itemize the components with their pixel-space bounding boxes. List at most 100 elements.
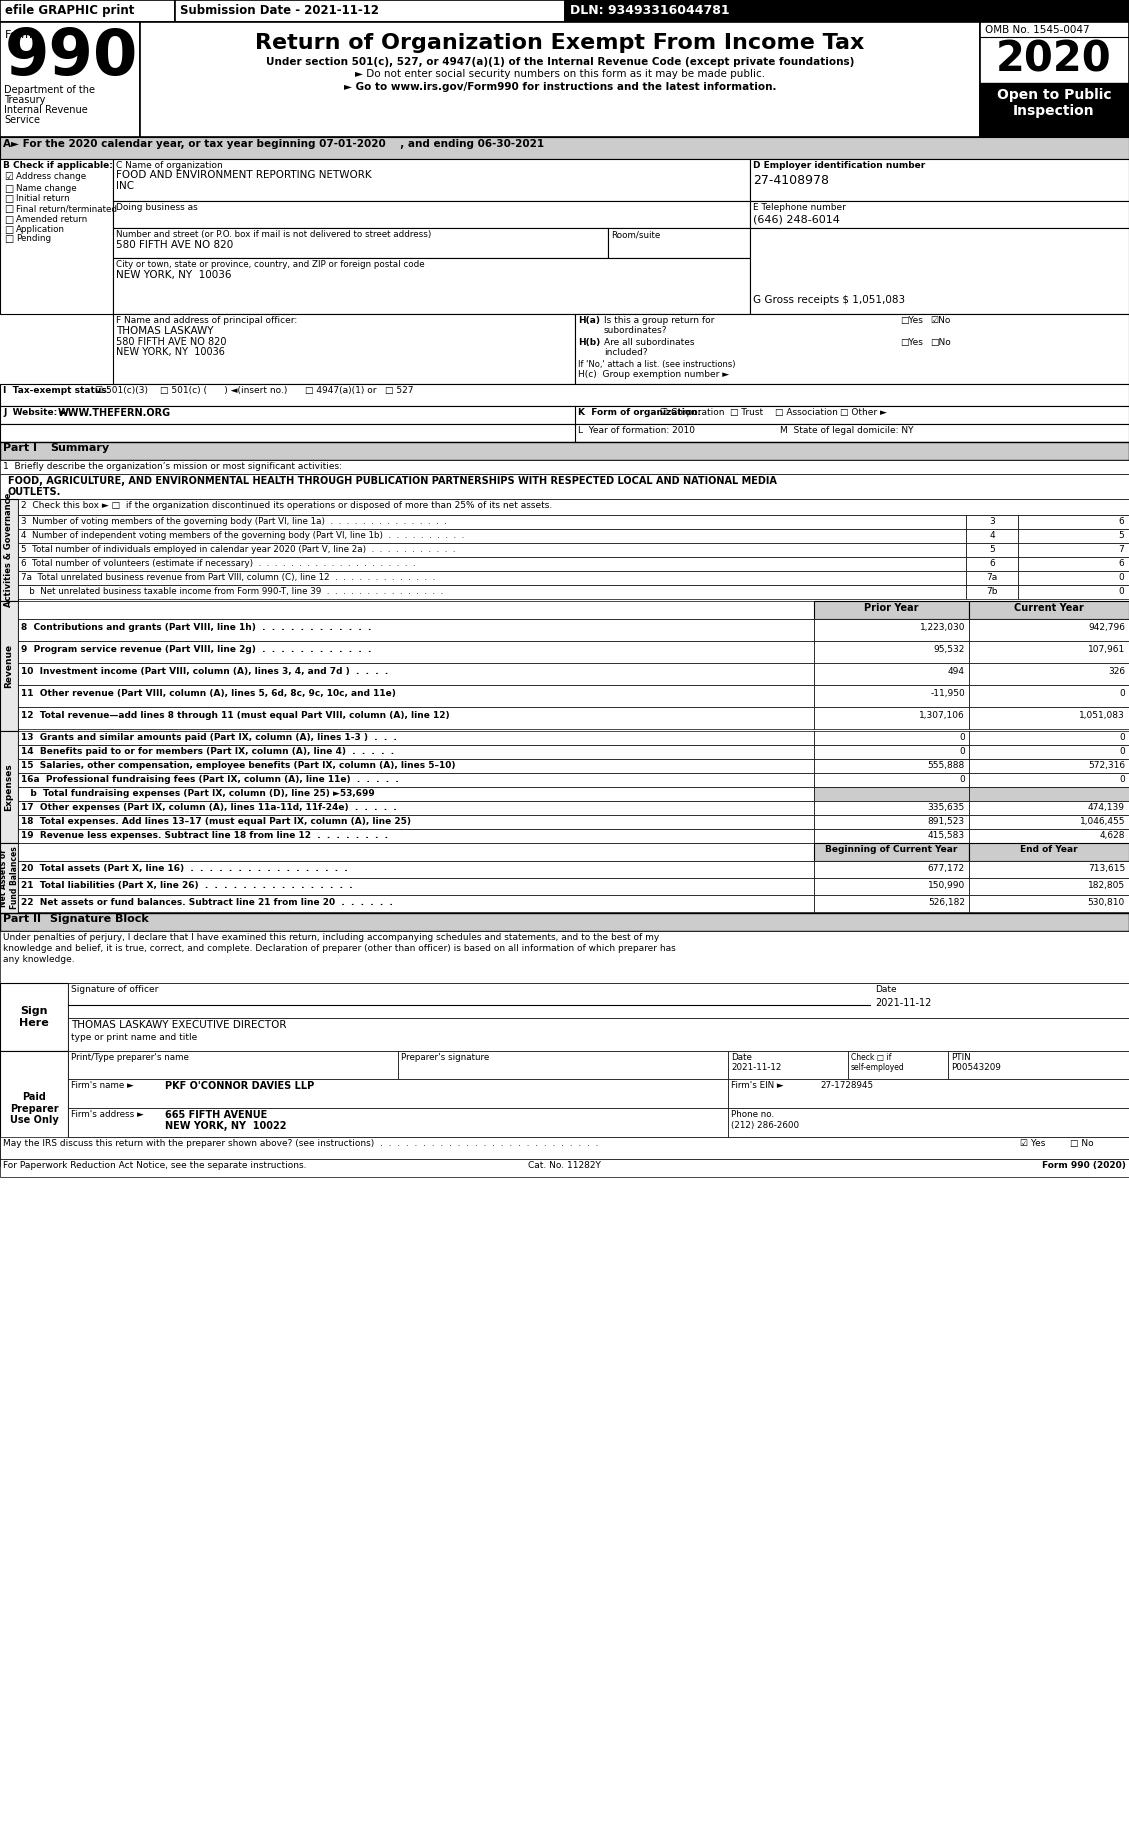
Text: 20  Total assets (Part X, line 16)  .  .  .  .  .  .  .  .  .  .  .  .  .  .  . : 20 Total assets (Part X, line 16) . . . … [21, 864, 348, 873]
Text: Address change: Address change [16, 172, 86, 181]
Bar [18, 601, 814, 619]
Text: 2020: 2020 [996, 38, 1112, 80]
Text: subordinates?: subordinates? [604, 325, 667, 334]
Text: 2  Check this box ► □  if the organization discontinued its operations or dispos: 2 Check this box ► □ if the organization… [21, 501, 552, 510]
Text: A► For the 2020 calendar year, or tax year beginning 07-01-2020    , and ending : A► For the 2020 calendar year, or tax ye… [3, 139, 544, 150]
Bar [1018, 530, 1129, 543]
Text: 335,635: 335,635 [928, 804, 965, 811]
Text: 5: 5 [989, 544, 995, 554]
Bar [969, 663, 1129, 685]
Text: 7a: 7a [987, 574, 998, 583]
Text: Under penalties of perjury, I declare that I have examined this return, includin: Under penalties of perjury, I declare th… [3, 934, 659, 943]
Text: WWW.THEFERN.ORG: WWW.THEFERN.ORG [58, 407, 172, 418]
Bar [18, 499, 1129, 515]
Bar [18, 641, 814, 663]
Bar [0, 460, 1129, 473]
Text: ☑ Corporation: ☑ Corporation [660, 407, 725, 417]
Bar [140, 22, 980, 137]
Bar [18, 800, 814, 815]
Bar [113, 159, 750, 201]
Text: OUTLETS.: OUTLETS. [8, 488, 61, 497]
Text: 0: 0 [960, 733, 965, 742]
Bar [18, 543, 966, 557]
Text: ☑No: ☑No [930, 316, 951, 325]
Bar [68, 1080, 728, 1107]
Text: 19  Revenue less expenses. Subtract line 18 from line 12  .  .  .  .  .  .  .  .: 19 Revenue less expenses. Subtract line … [21, 831, 388, 840]
Text: 1,051,083: 1,051,083 [1079, 711, 1124, 720]
Text: 14  Benefits paid to or for members (Part IX, column (A), line 4)  .  .  .  .  .: 14 Benefits paid to or for members (Part… [21, 747, 394, 756]
Bar [113, 228, 609, 258]
Text: 2021-11-12: 2021-11-12 [730, 1063, 781, 1072]
Bar [399, 1051, 728, 1080]
Bar [0, 983, 68, 1051]
Text: Service: Service [5, 115, 40, 124]
Text: Department of the: Department of the [5, 86, 95, 95]
Bar [814, 895, 969, 912]
Text: P00543209: P00543209 [951, 1063, 1001, 1072]
Bar [814, 861, 969, 879]
Text: 1  Briefly describe the organization’s mission or most significant activities:: 1 Briefly describe the organization’s mi… [3, 462, 342, 471]
Text: 6: 6 [989, 559, 995, 568]
Text: 0: 0 [1119, 775, 1124, 784]
Text: 677,172: 677,172 [928, 864, 965, 873]
Bar [966, 572, 1018, 585]
Text: Firm's name ►: Firm's name ► [71, 1082, 133, 1091]
Text: □ 501(c) (      ) ◄(insert no.): □ 501(c) ( ) ◄(insert no.) [160, 385, 288, 395]
Text: □No: □No [930, 338, 951, 347]
Text: 0: 0 [1119, 747, 1124, 756]
Bar [0, 0, 175, 22]
Bar [0, 914, 1129, 932]
Text: □ No: □ No [1070, 1138, 1094, 1147]
Text: Firm's EIN ►: Firm's EIN ► [730, 1082, 784, 1091]
Text: Signature of officer: Signature of officer [71, 985, 158, 994]
Text: 0: 0 [1118, 574, 1124, 583]
Text: Beginning of Current Year: Beginning of Current Year [825, 846, 957, 853]
Bar [18, 895, 814, 912]
Bar [969, 773, 1129, 787]
Bar [1018, 543, 1129, 557]
Bar [728, 1107, 1129, 1136]
Bar [969, 895, 1129, 912]
Text: FOOD, AGRICULTURE, AND ENVIRONMENTAL HEALTH THROUGH PUBLICATION PARTNERSHIPS WIT: FOOD, AGRICULTURE, AND ENVIRONMENTAL HEA… [8, 477, 777, 486]
Text: Final return/terminated: Final return/terminated [16, 205, 117, 214]
Bar [1018, 557, 1129, 572]
Text: For Paperwork Reduction Act Notice, see the separate instructions.: For Paperwork Reduction Act Notice, see … [3, 1160, 306, 1169]
Text: Application: Application [16, 225, 65, 234]
Text: 3: 3 [989, 517, 995, 526]
Bar [848, 1051, 948, 1080]
Text: □: □ [5, 194, 14, 205]
Bar [966, 530, 1018, 543]
Text: 27-1728945: 27-1728945 [820, 1082, 873, 1091]
Text: ☑ Yes: ☑ Yes [1019, 1138, 1045, 1147]
Bar [0, 22, 140, 137]
Text: □ 527: □ 527 [385, 385, 413, 395]
Text: 7b: 7b [987, 586, 998, 596]
Text: D Employer identification number: D Employer identification number [753, 161, 926, 170]
Text: 27-4108978: 27-4108978 [753, 174, 829, 186]
Text: Form: Form [5, 29, 33, 40]
Text: □: □ [5, 216, 14, 225]
Text: Check □ if
self-employed: Check □ if self-employed [851, 1052, 904, 1072]
Text: 1,046,455: 1,046,455 [1079, 817, 1124, 826]
Bar [969, 829, 1129, 842]
Bar [18, 707, 814, 729]
Bar [18, 530, 966, 543]
Text: Room/suite: Room/suite [611, 230, 660, 239]
Text: Firm's address ►: Firm's address ► [71, 1111, 143, 1118]
Text: 326: 326 [1108, 667, 1124, 676]
Text: type or print name and title: type or print name and title [71, 1032, 198, 1041]
Text: Sign
Here: Sign Here [19, 1007, 49, 1029]
Text: Form 990 (2020): Form 990 (2020) [1042, 1160, 1126, 1169]
Bar [814, 879, 969, 895]
Text: 415,583: 415,583 [928, 831, 965, 840]
Text: THOMAS LASKAWY EXECUTIVE DIRECTOR: THOMAS LASKAWY EXECUTIVE DIRECTOR [71, 1019, 287, 1030]
Bar [18, 515, 966, 530]
Text: B Check if applicable:: B Check if applicable: [3, 161, 113, 170]
Text: 0: 0 [960, 747, 965, 756]
Bar [814, 773, 969, 787]
Text: F Name and address of principal officer:: F Name and address of principal officer: [116, 316, 297, 325]
Text: 107,961: 107,961 [1087, 645, 1124, 654]
Bar [969, 842, 1129, 861]
Bar [0, 384, 1129, 406]
Bar [814, 758, 969, 773]
